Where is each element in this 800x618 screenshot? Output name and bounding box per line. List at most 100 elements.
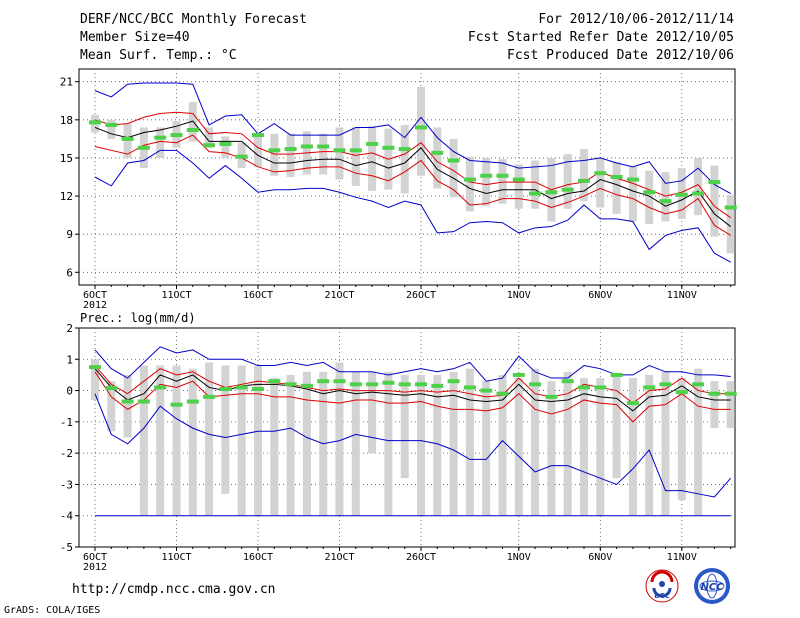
ensemble-box	[302, 371, 311, 516]
mean-marker	[626, 401, 639, 406]
ytick-label: 12	[60, 190, 73, 203]
mean-marker	[398, 147, 411, 152]
mean-marker	[594, 171, 607, 176]
mean-marker	[89, 120, 101, 125]
member-size: Member Size=40	[80, 30, 190, 45]
ensemble-box	[221, 365, 230, 494]
ensemble-box	[482, 381, 491, 516]
ensemble-box	[465, 368, 474, 516]
ensemble-box	[514, 164, 523, 209]
max-line	[94, 82, 731, 194]
ensemble-box	[107, 381, 116, 432]
xtick-label: 11NOV	[667, 290, 697, 301]
mean-marker	[366, 382, 379, 387]
ensemble-box	[694, 157, 703, 216]
mean-marker	[463, 385, 476, 390]
ensemble-box	[710, 381, 719, 429]
mean-marker	[431, 383, 444, 388]
mean-marker	[675, 192, 688, 197]
variable-label: Mean Surf. Temp.: °C	[80, 48, 237, 63]
ensemble-box	[417, 374, 425, 516]
ncc-logo-text: NCC	[700, 582, 724, 593]
mean-marker	[317, 379, 330, 384]
mean-marker	[594, 385, 607, 390]
ytick-label: 15	[60, 152, 73, 165]
ensemble-box	[596, 378, 605, 516]
mean-marker	[708, 391, 721, 396]
mean-marker	[545, 190, 558, 195]
lower-quartile-line	[94, 134, 731, 236]
plot-frame	[78, 327, 736, 548]
ensemble-box	[498, 374, 507, 516]
ytick-label: 21	[60, 76, 73, 89]
ensemble-box	[237, 365, 246, 516]
ensemble-box	[368, 371, 377, 454]
ensemble-box	[286, 374, 295, 516]
xtick-label: 16OCT	[243, 552, 273, 563]
temperature-chart: 6 9 12 15 18 21 6OCT 11OCT 16OCT 21OCT 26OCT 1NOV 6N…	[60, 68, 737, 311]
mean-marker	[284, 382, 297, 387]
mean-marker	[659, 199, 672, 204]
ensemble-box	[612, 161, 621, 214]
ensemble-box	[319, 133, 328, 175]
mean-marker	[447, 379, 460, 384]
mean-marker	[186, 399, 199, 404]
mean-marker	[398, 382, 411, 387]
mean-marker	[643, 385, 656, 390]
ensemble-box	[596, 157, 605, 208]
ensemble-box	[563, 154, 572, 209]
ensemble-box	[645, 374, 654, 516]
mean-marker	[724, 205, 737, 210]
ensemble-box	[205, 127, 214, 148]
xtick-label: 11NOV	[667, 552, 697, 563]
ensemble-box	[531, 160, 540, 209]
mean-marker	[268, 379, 281, 384]
ensemble-box	[726, 194, 735, 254]
mean-marker	[186, 127, 199, 132]
ytick-label: -3	[60, 478, 73, 491]
ensemble-box	[188, 368, 197, 516]
ensemble-box	[628, 166, 637, 222]
year-label: 2012	[83, 300, 107, 311]
mean-marker	[154, 385, 167, 390]
xtick-label: 6OCT	[83, 552, 107, 563]
upper-quartile-line	[94, 111, 731, 219]
xtick-label: 1NOV	[507, 552, 531, 563]
ensemble-box	[482, 157, 491, 207]
ensemble-box	[270, 133, 279, 176]
ensemble-box	[335, 127, 344, 180]
ensemble-box	[433, 127, 442, 189]
median-line	[94, 120, 732, 227]
ensemble-box	[91, 359, 99, 400]
mean-marker	[447, 158, 460, 163]
ensemble-box	[270, 378, 279, 516]
mean-marker	[659, 382, 672, 387]
mean-marker	[300, 144, 313, 149]
mean-marker	[121, 399, 134, 404]
ensemble-box	[726, 381, 735, 429]
mean-marker	[643, 190, 656, 195]
ensemble-box	[221, 136, 230, 158]
mean-marker	[317, 144, 330, 149]
mean-marker	[382, 380, 395, 385]
ensemble-box	[254, 365, 262, 516]
xtick-label: 26OCT	[406, 290, 436, 301]
ensemble-box	[449, 138, 458, 198]
ensemble-box	[694, 368, 703, 516]
ensemble-box	[417, 86, 425, 176]
mean-marker	[235, 154, 248, 159]
mean-marker	[561, 187, 574, 192]
plot-frame	[78, 68, 736, 286]
source-url[interactable]: http://cmdp.ncc.cma.gov.cn	[72, 582, 276, 597]
ensemble-box	[628, 378, 637, 516]
ensemble-box	[661, 171, 670, 222]
forecast-started: Fcst Started Refer Date 2012/10/05	[467, 30, 734, 45]
xtick-label: 11OCT	[161, 290, 191, 301]
ensemble-box	[335, 362, 344, 516]
bcc-logo: BCC	[645, 569, 679, 603]
mean-marker	[496, 173, 509, 178]
ensemble-box	[368, 126, 377, 191]
year-label: 2012	[83, 562, 107, 573]
ensemble-box	[139, 365, 148, 516]
